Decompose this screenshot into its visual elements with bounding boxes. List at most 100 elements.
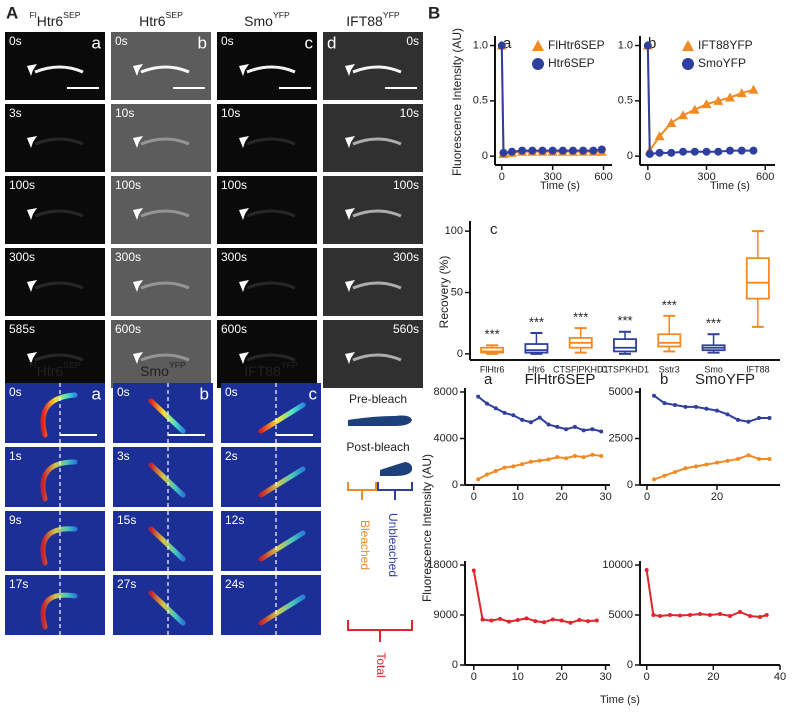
y-axis-label: Fluorescence Intensity (AU) (420, 454, 434, 602)
cilium (258, 530, 306, 562)
marker (572, 453, 577, 458)
diagram-label: Pre-bleach (349, 392, 407, 406)
cilium-shape (380, 462, 413, 476)
arrowhead (27, 352, 37, 364)
legend-marker (682, 58, 694, 70)
cilium (34, 65, 84, 74)
arrowhead (345, 208, 355, 220)
bracket (377, 482, 413, 500)
series-line (653, 394, 770, 423)
marker (586, 619, 591, 624)
marker (746, 453, 751, 458)
chart-title: a (484, 371, 493, 388)
panel-title: FlHtr6SEP (29, 360, 80, 378)
marker (746, 419, 751, 424)
arrowhead (133, 208, 143, 220)
cilium (246, 65, 296, 74)
time-label: 12s (225, 513, 244, 527)
marker (511, 413, 516, 418)
cilium (246, 353, 296, 362)
bracket (347, 482, 377, 500)
marker (515, 618, 520, 622)
x-tick-label: 20 (556, 491, 568, 503)
marker (714, 147, 723, 156)
chart-subtitle: SmoYFP (695, 371, 755, 388)
cilium (246, 209, 296, 218)
marker (643, 41, 652, 50)
y-tick-label: 5000 (609, 386, 633, 398)
marker (476, 394, 481, 399)
time-label: 100s (221, 178, 247, 192)
marker (476, 477, 481, 482)
panel-letter: b (200, 384, 209, 403)
x-tick-label: Smo (704, 364, 723, 374)
marker (726, 146, 734, 155)
marker (749, 146, 758, 155)
marker (690, 147, 699, 156)
marker (597, 145, 606, 154)
marker (599, 429, 604, 434)
micrograph (217, 248, 317, 316)
time-label: 27s (117, 577, 136, 591)
time-label: 0s (117, 385, 130, 399)
micrograph (217, 320, 317, 388)
marker (493, 406, 498, 411)
marker (579, 146, 588, 155)
title-name: IFT88 (346, 13, 383, 29)
arrowhead (133, 64, 143, 76)
marker (572, 424, 577, 429)
x-tick-label: 10 (512, 491, 524, 503)
marker (581, 428, 586, 433)
x-tick-label: 300 (543, 171, 561, 183)
marker (533, 619, 538, 624)
marker (568, 620, 573, 625)
marker (498, 616, 503, 621)
marker (520, 462, 525, 467)
significance: *** (617, 313, 632, 328)
marker (737, 146, 746, 155)
arrowhead (27, 280, 37, 292)
cilium (34, 209, 84, 218)
panel-title: SmoYFP (244, 10, 290, 28)
marker (528, 420, 533, 425)
y-tick-label: 0.5 (618, 95, 633, 107)
micrograph (221, 383, 321, 443)
x-tick-label: 0 (644, 491, 650, 503)
marker (725, 458, 730, 463)
y-tick-label: 9000 (434, 609, 458, 621)
title-superscript: SEP (63, 10, 81, 20)
time-label: 300s (115, 250, 141, 264)
time-label: 0s (225, 385, 238, 399)
chart-title: a (503, 35, 512, 52)
time-label: 10s (400, 106, 419, 120)
cilium (40, 392, 78, 438)
y-tick-label: 1.0 (618, 39, 633, 51)
time-label: 2s (225, 449, 238, 463)
cilium (258, 594, 306, 626)
arrowhead (239, 280, 249, 292)
marker (683, 404, 688, 409)
marker (581, 455, 586, 460)
time-label: 3s (117, 449, 130, 463)
marker (489, 618, 494, 623)
panel-label: B (428, 3, 440, 22)
y-axis-label: Recovery (%) (437, 256, 451, 329)
marker (694, 464, 698, 469)
cilium (246, 281, 296, 290)
marker (736, 456, 740, 461)
legend-label: Htr6SEP (548, 56, 595, 70)
micrograph (5, 104, 105, 172)
marker (679, 147, 688, 156)
marker (645, 149, 654, 158)
marker (538, 146, 547, 155)
marker (555, 424, 560, 429)
time-label: 100s (115, 178, 141, 192)
marker (713, 95, 724, 105)
cilium (258, 402, 306, 434)
time-label: 10s (221, 106, 240, 120)
panel-letter: c (309, 384, 318, 403)
time-label: 0s (115, 34, 128, 48)
y-tick-label: 10000 (602, 559, 633, 571)
arrowhead (345, 352, 355, 364)
micrograph (5, 383, 105, 443)
